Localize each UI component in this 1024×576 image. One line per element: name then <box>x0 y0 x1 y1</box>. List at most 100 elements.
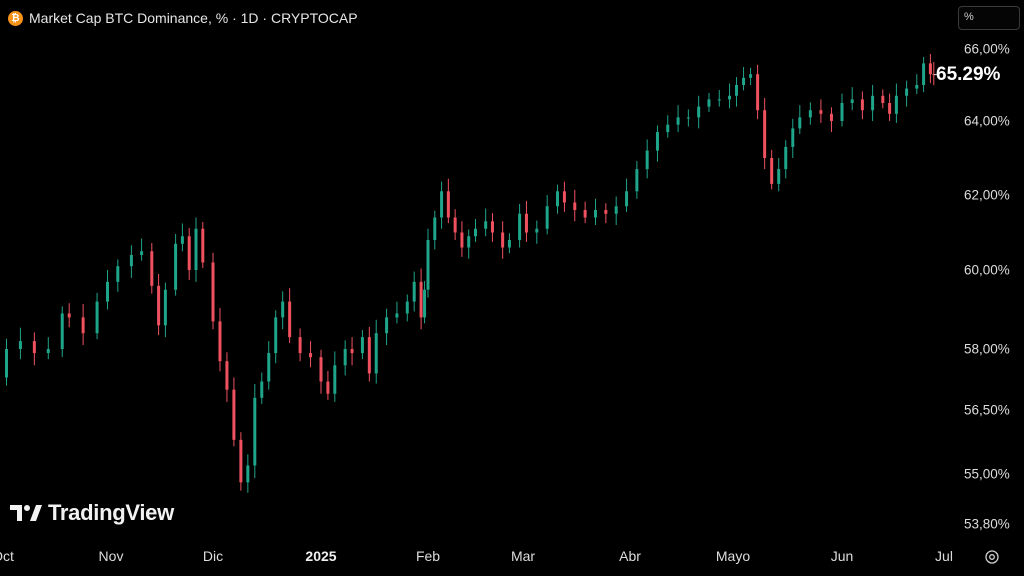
x-tick-label: Mar <box>510 548 536 564</box>
candle-body <box>309 353 313 358</box>
price-scale-unit-box[interactable]: % <box>958 6 1020 30</box>
candle-body <box>777 169 781 184</box>
candle-body <box>180 236 184 244</box>
candle-body <box>666 124 670 133</box>
y-tick-label: 56,50% <box>964 402 1010 418</box>
candle-body <box>756 74 760 111</box>
y-tick-label: 66,00% <box>964 41 1010 57</box>
candle-body <box>232 389 236 440</box>
candle-body <box>545 206 549 229</box>
candle-body <box>784 146 788 170</box>
settings-gear-icon[interactable] <box>984 549 1000 565</box>
candle-body <box>4 349 8 378</box>
candle-body <box>333 365 337 394</box>
candle-body <box>32 341 36 354</box>
candle-body <box>274 317 278 354</box>
candle-body <box>905 88 909 96</box>
candle-body <box>163 289 167 326</box>
y-tick-label: 58,00% <box>964 341 1010 357</box>
candle-body <box>395 313 399 318</box>
candle-body <box>253 397 257 466</box>
candle-body <box>932 74 936 76</box>
candle-body <box>707 99 711 107</box>
candle-body <box>749 74 753 78</box>
candle-body <box>412 281 416 302</box>
tradingview-logo-text: TradingView <box>48 500 174 525</box>
candle-body <box>850 99 854 103</box>
candle-body <box>770 158 774 184</box>
candle-body <box>385 317 389 334</box>
candle-body <box>150 251 154 286</box>
candle-body <box>288 301 292 338</box>
candle-body <box>763 110 767 158</box>
candle-body <box>556 191 560 207</box>
candle-body <box>829 113 833 121</box>
x-tick-label: 2025 <box>305 548 337 564</box>
symbol-title[interactable]: Market Cap BTC Dominance, % · 1D · CRYPT… <box>29 10 358 26</box>
candle-body <box>635 169 639 192</box>
candle-body <box>211 262 215 322</box>
candle-body <box>808 110 812 118</box>
candle-body <box>426 240 430 290</box>
candle-body <box>343 349 347 366</box>
candle-body <box>367 337 371 374</box>
tradingview-logo: TradingView <box>10 500 174 526</box>
candle-body <box>218 321 222 362</box>
candle-body <box>798 117 802 129</box>
candle-body <box>686 117 690 119</box>
candle-body <box>326 381 330 394</box>
candle-body <box>46 349 50 354</box>
candle-body <box>614 206 618 214</box>
candle-body <box>562 191 566 203</box>
candle-body <box>655 132 659 151</box>
candle-body <box>604 210 608 214</box>
candle-body <box>453 217 457 233</box>
candle-body <box>490 221 494 233</box>
candle-body <box>460 232 464 248</box>
candle-body <box>157 285 161 326</box>
candle-body <box>18 341 22 349</box>
y-tick-label: 62,00% <box>964 187 1010 203</box>
candle-body <box>225 361 229 390</box>
candle-body <box>928 63 932 75</box>
candle-body <box>174 243 178 290</box>
candle-body <box>433 217 437 240</box>
candle-body <box>298 337 302 354</box>
candle-body <box>583 210 587 218</box>
y-tick-label: 60,00% <box>964 262 1010 278</box>
candle-body <box>140 251 144 255</box>
candle-body <box>742 77 746 85</box>
x-tick-label: Oct <box>0 548 14 564</box>
candle-body <box>881 95 885 103</box>
candle-body <box>819 110 823 114</box>
y-tick-label: 53,80% <box>964 516 1010 532</box>
candle-body <box>360 337 364 354</box>
x-tick-label: Jun <box>830 548 854 564</box>
candle-body <box>573 202 577 210</box>
candle-body <box>350 349 354 354</box>
candle-body <box>67 313 71 318</box>
candle-body <box>501 232 505 248</box>
x-tick-label: Dic <box>202 548 224 564</box>
x-tick-label: Jul <box>935 548 953 564</box>
candle-body <box>888 103 892 114</box>
candle-body <box>405 301 409 314</box>
candle-body <box>894 95 898 114</box>
candle-body <box>524 213 528 233</box>
bitcoin-icon: ₿ <box>8 10 23 26</box>
candle-body <box>735 85 739 96</box>
candle-body <box>260 381 264 398</box>
x-tick-label: Nov <box>98 548 124 564</box>
candle-body <box>922 63 926 85</box>
candle-body <box>81 317 85 334</box>
candle-body <box>106 281 110 302</box>
candle-body <box>60 313 64 349</box>
candle-body <box>267 353 271 382</box>
y-tick-label: 55,00% <box>964 466 1010 482</box>
candle-body <box>507 240 511 248</box>
candle-body <box>281 301 285 318</box>
candle-body <box>518 213 522 240</box>
candle-body <box>535 228 539 233</box>
x-tick-label: Abr <box>619 548 641 564</box>
